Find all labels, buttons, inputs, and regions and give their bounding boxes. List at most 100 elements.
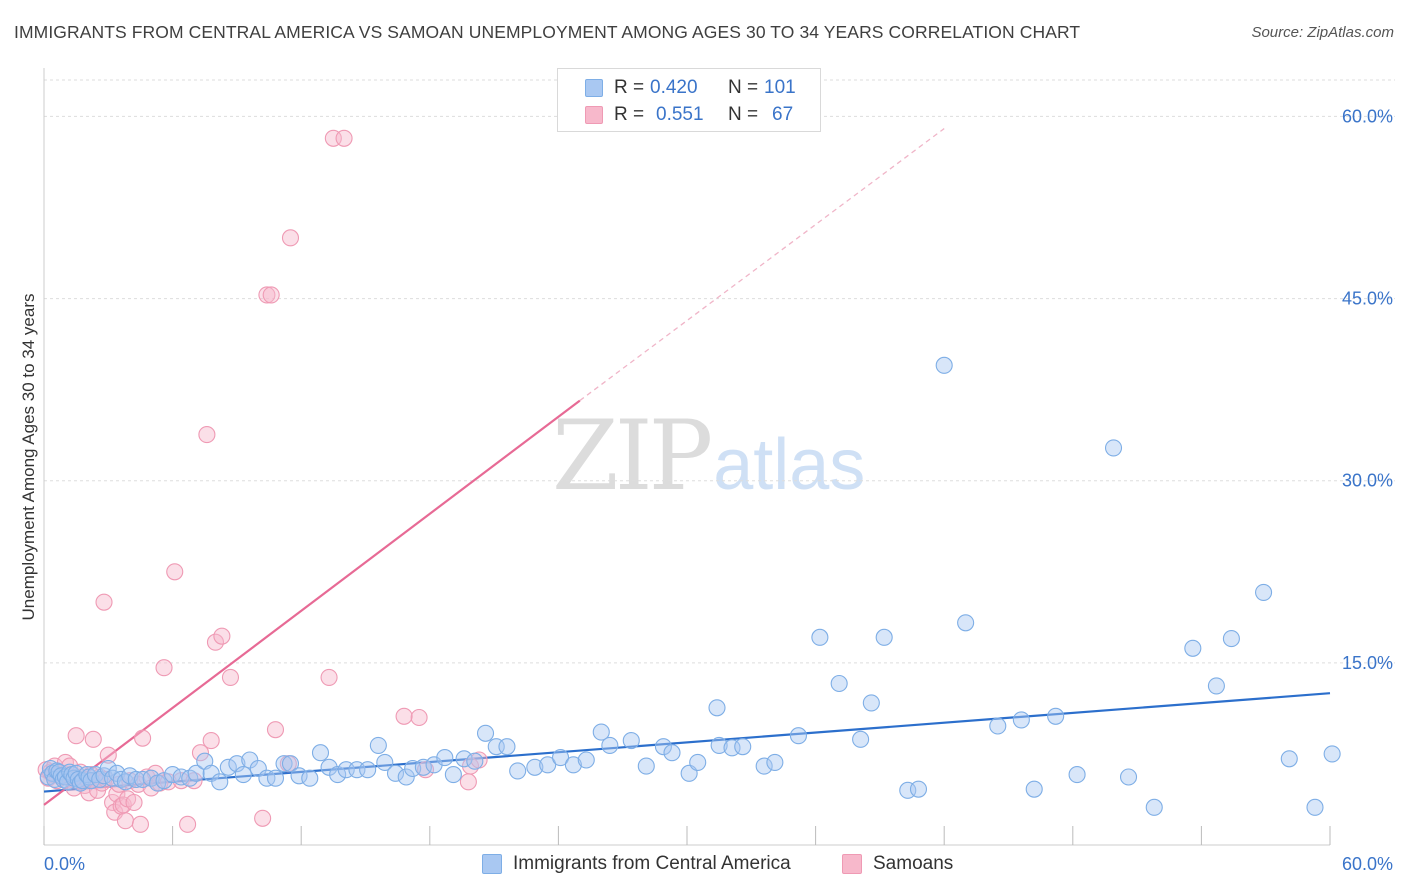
immigrant-point [577,751,595,769]
samoan-point [395,707,413,725]
immigrant-point [414,758,432,776]
legend-swatch-blue [482,854,502,874]
immigrant-point [789,727,808,745]
samoan-point [131,815,149,833]
immigrant-point [455,750,473,768]
legend-n-label: N = [728,77,759,98]
immigrant-point [551,749,570,767]
immigrant-point [1047,707,1065,725]
immigrant-point [311,744,330,762]
legend-swatch-blue [585,79,603,97]
samoan-point [221,668,240,686]
series-legend: Immigrants from Central America Samoans [0,852,1406,878]
samoan-point [134,729,152,747]
immigrant-point [1222,630,1240,648]
immigrant-point [811,628,829,646]
immigrant-point [1012,711,1030,729]
samoan-point [258,286,276,304]
samoan-point [67,727,85,745]
immigrant-point [71,774,89,792]
pink-trend-extension [579,128,945,402]
legend-r-value: 0.420 [650,77,698,98]
immigrant-point [234,766,252,784]
immigrant-point [592,723,610,741]
samoan-point [266,721,285,739]
immigrant-point [444,766,462,784]
samoan-point [191,744,210,762]
source-label: Source: ZipAtlas.com [1251,24,1394,41]
samoan-point [459,773,477,791]
legend-swatch-pink [842,854,862,874]
immigrant-point [436,749,454,767]
immigrant-point [1323,745,1341,763]
immigrant-point [601,736,619,754]
immigrant-point [654,738,672,756]
immigrant-point [1255,583,1273,601]
samoan-point [95,593,113,611]
immigrant-point [539,756,557,774]
immigrant-point [1025,780,1043,798]
trend-lines [43,128,1331,806]
immigrant-point [258,769,276,787]
immigrant-point [320,758,338,776]
immigrant-point [359,761,377,779]
samoan-point [179,815,197,833]
immigrant-point [830,674,848,693]
immigrant-point [466,752,484,770]
samoan-point [125,793,143,812]
samoan-point [202,732,220,750]
legend-label-immigrants: Immigrants from Central America [513,853,791,874]
immigrant-point [957,614,975,632]
pink-trend-line [43,399,581,806]
immigrant-point [663,744,681,762]
blue-trend-line [43,692,1331,793]
axes [43,68,1331,846]
legend-r-label: R = [614,104,645,125]
legend-row-pink: R = 0.551 N = 67 [558,102,820,128]
immigrant-point [862,694,880,712]
immigrant-point [1104,439,1123,457]
immigrant-point [734,738,752,756]
tick-labels: 15.0% 30.0% 45.0% 60.0% 0.0% 60.0% [44,106,1393,874]
immigrant-point [211,773,229,791]
legend-swatch-pink [585,106,603,124]
samoan-point [335,129,353,147]
immigrant-point [155,772,173,790]
samoan-point [281,229,300,247]
samoan-point [320,668,338,686]
x-tick-label: 0.0% [44,854,85,874]
immigrant-point [526,758,544,776]
immigrant-point [708,699,726,717]
chart-title: IMMIGRANTS FROM CENTRAL AMERICA VS SAMOA… [14,22,1081,42]
immigrant-point [127,770,145,788]
legend-n-value: 101 [764,77,796,98]
immigrant-point [766,753,784,771]
immigrant-point [935,356,953,374]
data-points [37,129,1341,833]
immigrant-point [386,764,405,782]
immigrant-point [564,756,582,774]
correlation-legend: R = 0.420 N = 101 R = 0.551 N = 67 [557,68,821,132]
x-tick-label: 60.0% [1342,854,1393,874]
immigrant-point [329,766,347,784]
immigrant-point [1207,677,1225,695]
immigrant-point [369,736,387,754]
immigrant-point [281,755,300,773]
immigrant-point [290,767,308,785]
immigrant-point [376,753,394,771]
samoan-point [116,812,134,830]
y-tick-label: 60.0% [1342,106,1393,126]
samoan-point [166,563,184,581]
y-tick-label: 45.0% [1342,289,1393,309]
immigrant-point [1280,750,1298,768]
samoan-point [254,809,272,827]
gridlines [44,79,1395,664]
immigrant-point [909,780,928,798]
immigrant-point [249,759,267,778]
immigrant-point [219,758,237,776]
legend-r-value: 0.551 [656,104,704,125]
samoan-point [416,761,435,779]
samoan-point [410,708,428,727]
immigrant-point [509,762,527,780]
immigrant-point [275,755,293,773]
